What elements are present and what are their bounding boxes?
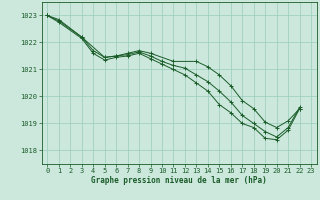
X-axis label: Graphe pression niveau de la mer (hPa): Graphe pression niveau de la mer (hPa) — [91, 176, 267, 185]
